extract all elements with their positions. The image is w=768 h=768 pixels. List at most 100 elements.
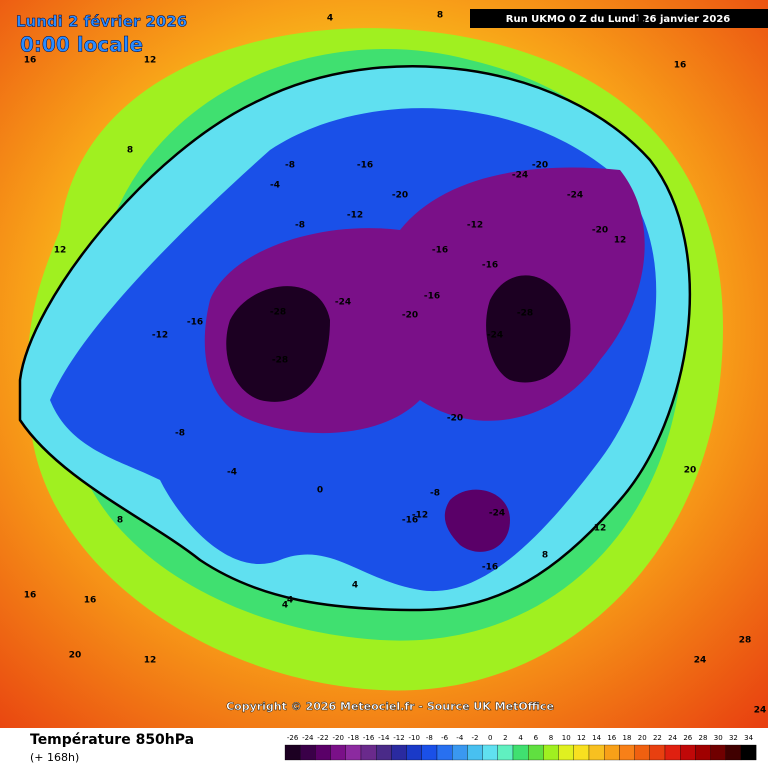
colorbar-swatch bbox=[376, 744, 392, 761]
contour-label: 16 bbox=[84, 596, 97, 606]
colorbar-label: 10 bbox=[562, 734, 571, 742]
colorbar-label: -20 bbox=[332, 734, 343, 742]
contour-label: -24 bbox=[487, 331, 503, 341]
colorbar-label: 6 bbox=[534, 734, 539, 742]
contour-label: 12 bbox=[54, 246, 67, 256]
colorbar-swatch bbox=[512, 744, 529, 761]
colorbar-label: -12 bbox=[393, 734, 404, 742]
colorbar-label: 22 bbox=[653, 734, 662, 742]
contour-label: 12 bbox=[144, 656, 157, 666]
colorbar-swatch bbox=[315, 744, 331, 761]
contour-label: 16 bbox=[674, 61, 687, 71]
contour-label: 4 bbox=[352, 581, 358, 591]
cold-core-east bbox=[486, 275, 571, 383]
colorbar-swatch bbox=[573, 744, 590, 761]
colorbar-label: 32 bbox=[729, 734, 738, 742]
colorbar-swatch bbox=[664, 744, 681, 761]
colorbar-swatch bbox=[528, 744, 544, 761]
colorbar-label: -24 bbox=[302, 734, 314, 742]
contour-label: 24 bbox=[694, 656, 707, 666]
colorbar-label: 20 bbox=[638, 734, 647, 742]
contour-label: -16 bbox=[482, 261, 498, 271]
contour-label: -24 bbox=[489, 509, 505, 519]
colorbar-label: 28 bbox=[699, 734, 708, 742]
contour-label: -20 bbox=[392, 191, 408, 201]
variable-name: Température 850hPa bbox=[30, 732, 194, 748]
contour-label: 16 bbox=[634, 16, 647, 26]
colorbar-swatch bbox=[391, 744, 407, 761]
colorbar-swatch bbox=[406, 744, 422, 761]
colorbar-label: -26 bbox=[287, 734, 299, 742]
colorbar-label: -4 bbox=[456, 734, 464, 742]
colorbar-swatch bbox=[452, 744, 468, 761]
colorbar-label: -8 bbox=[426, 734, 433, 742]
contour-label: -12 bbox=[412, 511, 428, 521]
colorbar-swatch bbox=[543, 744, 559, 761]
colorbar-swatch bbox=[740, 744, 757, 761]
time-title: 0:00 locale bbox=[20, 33, 143, 57]
colorbar-label: 14 bbox=[592, 734, 601, 742]
colorbar-label: -6 bbox=[441, 734, 449, 742]
contour-label: 24 bbox=[754, 706, 767, 716]
contour-label: -16 bbox=[424, 292, 440, 302]
contour-label: 20 bbox=[69, 651, 82, 661]
contour-label: -4 bbox=[270, 181, 280, 191]
colorbar-swatch bbox=[588, 744, 605, 761]
colorbar-label: 12 bbox=[577, 734, 586, 742]
colorbar-label: 34 bbox=[744, 734, 753, 742]
colorbar-label: 16 bbox=[607, 734, 616, 742]
contour-label: -16 bbox=[187, 318, 203, 328]
colorbar: -26 -24 -22 -20 -18 -16 -14 -12 -10 -8 -6 -4 -2 0 2 4 6 8… bbox=[284, 734, 757, 761]
contour-label: 4 bbox=[287, 596, 293, 606]
colorbar-swatch bbox=[421, 744, 438, 761]
contour-label: 0 bbox=[317, 486, 323, 496]
contour-label: -16 bbox=[357, 161, 373, 171]
contour-label: 20 bbox=[684, 466, 697, 476]
contour-label: -28 bbox=[270, 308, 286, 318]
colorbar-swatch bbox=[467, 744, 483, 761]
contour-label: 12 bbox=[594, 524, 607, 534]
contour-label: 28 bbox=[739, 636, 752, 646]
colorbar-swatch bbox=[725, 744, 742, 761]
colorbar-label: -22 bbox=[317, 734, 328, 742]
contour-label: -12 bbox=[347, 211, 363, 221]
colorbar-label: -2 bbox=[472, 734, 479, 742]
contour-label: -24 bbox=[512, 171, 528, 181]
colorbar-swatch bbox=[634, 744, 650, 761]
colorbar-swatch bbox=[482, 744, 498, 761]
zero-isotherm bbox=[18, 65, 692, 612]
colorbar-label: 26 bbox=[683, 734, 692, 742]
colorbar-swatch bbox=[604, 744, 620, 761]
contour-label: -8 bbox=[285, 161, 295, 171]
copyright: Copyright © 2026 Meteociel.fr - Source U… bbox=[226, 700, 554, 713]
contour-label: -16 bbox=[432, 246, 448, 256]
contour-label: 8 bbox=[117, 516, 123, 526]
contour-label: 16 bbox=[24, 56, 37, 66]
contour-label: -20 bbox=[402, 311, 418, 321]
run-banner bbox=[470, 9, 768, 28]
contour-label: -16 bbox=[402, 516, 418, 526]
colorbar-label: 2 bbox=[503, 734, 507, 742]
run-info: Run UKMO 0 Z du Lundi 26 janvier 2026 bbox=[506, 14, 731, 25]
contour-label: 16 bbox=[24, 591, 37, 601]
contour-label: -28 bbox=[517, 309, 533, 319]
colorbar-label: -10 bbox=[408, 734, 419, 742]
colorbar-label: 24 bbox=[668, 734, 677, 742]
map: Run UKMO 0 Z du Lundi 26 janvier 2026 Lu… bbox=[0, 0, 768, 728]
colorbar-swatch bbox=[497, 744, 514, 761]
colorbar-swatch bbox=[360, 744, 377, 761]
colorbar-swatch bbox=[558, 744, 574, 761]
contour-label: 8 bbox=[542, 551, 548, 561]
colorbar-label: 8 bbox=[549, 734, 553, 742]
contour-label: -8 bbox=[175, 429, 185, 439]
contour-label: -4 bbox=[227, 468, 237, 478]
contour-label: -12 bbox=[467, 221, 483, 231]
colorbar-swatch bbox=[619, 744, 635, 761]
colorbar-swatch bbox=[300, 744, 316, 761]
contour-label: -8 bbox=[430, 489, 440, 499]
colorbar-label: -14 bbox=[378, 734, 390, 742]
contour-label: -8 bbox=[295, 221, 305, 231]
contour-label: -24 bbox=[567, 191, 583, 201]
